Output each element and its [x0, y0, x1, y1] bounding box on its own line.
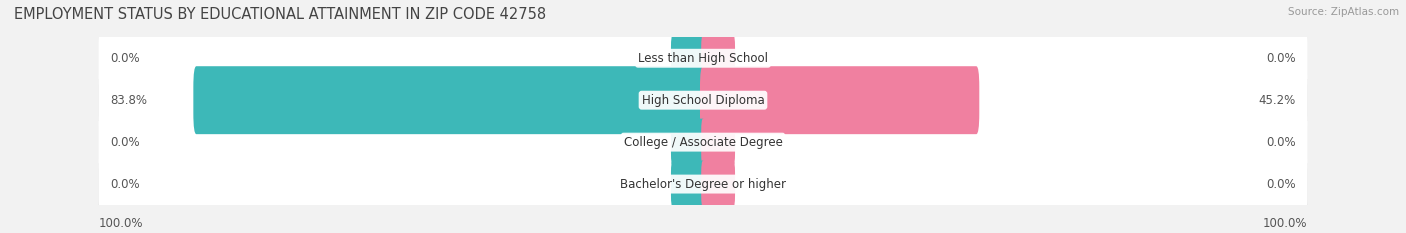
Text: 0.0%: 0.0% — [111, 52, 141, 65]
Bar — [98, 37, 1308, 79]
Text: 83.8%: 83.8% — [111, 94, 148, 107]
Text: 0.0%: 0.0% — [111, 178, 141, 191]
FancyBboxPatch shape — [702, 119, 735, 166]
FancyBboxPatch shape — [700, 66, 980, 134]
Text: EMPLOYMENT STATUS BY EDUCATIONAL ATTAINMENT IN ZIP CODE 42758: EMPLOYMENT STATUS BY EDUCATIONAL ATTAINM… — [14, 7, 546, 22]
FancyBboxPatch shape — [671, 119, 704, 166]
FancyBboxPatch shape — [702, 35, 735, 82]
Bar — [98, 79, 1308, 121]
FancyBboxPatch shape — [194, 66, 706, 134]
Bar — [98, 163, 1308, 205]
FancyBboxPatch shape — [98, 108, 1308, 176]
Text: 45.2%: 45.2% — [1258, 94, 1295, 107]
Text: 0.0%: 0.0% — [1265, 136, 1295, 149]
FancyBboxPatch shape — [98, 66, 1308, 134]
Text: 0.0%: 0.0% — [1265, 178, 1295, 191]
FancyBboxPatch shape — [98, 24, 1308, 92]
FancyBboxPatch shape — [98, 150, 1308, 218]
Text: 100.0%: 100.0% — [98, 217, 143, 230]
Text: High School Diploma: High School Diploma — [641, 94, 765, 107]
Text: 0.0%: 0.0% — [111, 136, 141, 149]
Text: Bachelor's Degree or higher: Bachelor's Degree or higher — [620, 178, 786, 191]
FancyBboxPatch shape — [671, 35, 704, 82]
FancyBboxPatch shape — [671, 161, 704, 208]
FancyBboxPatch shape — [702, 161, 735, 208]
Text: College / Associate Degree: College / Associate Degree — [624, 136, 782, 149]
Text: Source: ZipAtlas.com: Source: ZipAtlas.com — [1288, 7, 1399, 17]
Text: 100.0%: 100.0% — [1263, 217, 1308, 230]
Text: Less than High School: Less than High School — [638, 52, 768, 65]
Text: 0.0%: 0.0% — [1265, 52, 1295, 65]
Bar — [98, 121, 1308, 163]
